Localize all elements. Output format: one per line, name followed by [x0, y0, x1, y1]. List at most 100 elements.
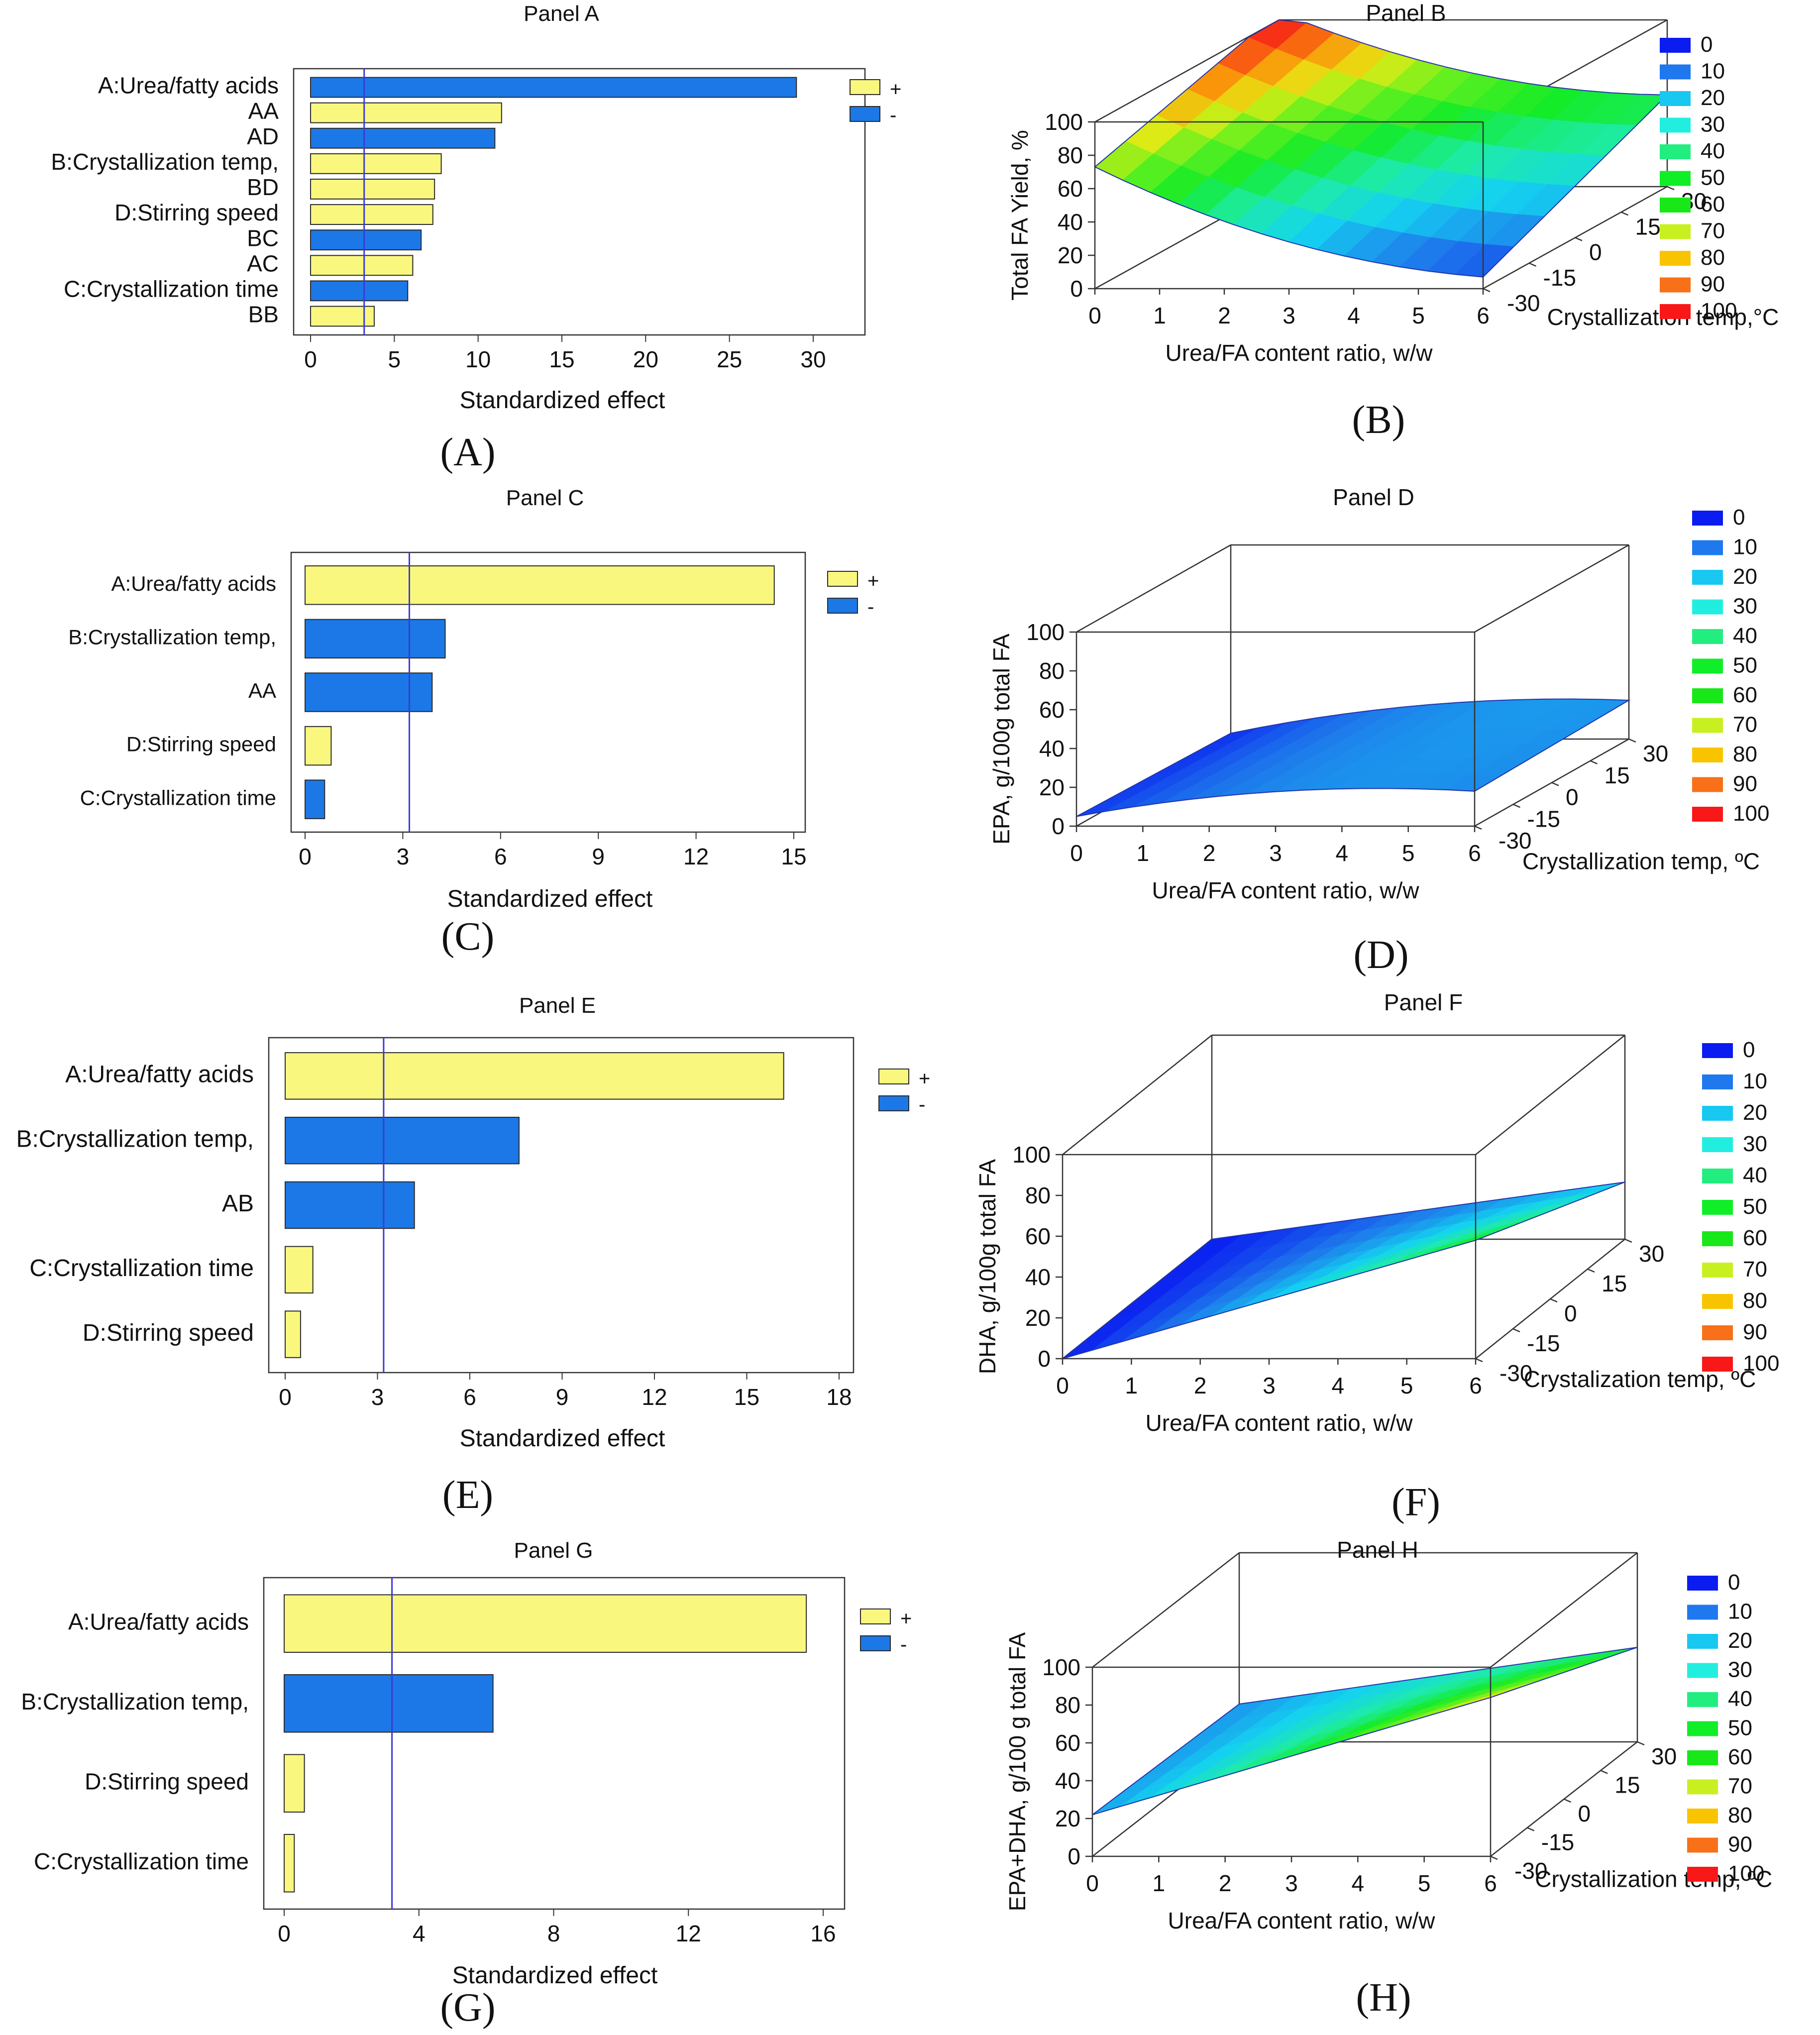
legend-label-negative: -: [900, 1634, 907, 1656]
chart-title: Panel A: [524, 1, 599, 26]
x-tick-label: 6: [1477, 303, 1490, 328]
z-tick-label: 20: [1058, 242, 1083, 268]
bar: [310, 255, 414, 276]
category-label: A:Urea/fatty acids: [65, 1062, 254, 1088]
bar: [305, 565, 775, 605]
x-tick-label: 3: [371, 1384, 384, 1410]
legend: +-: [850, 79, 901, 126]
bar: [285, 1052, 784, 1100]
z-tick-label: 40: [1058, 209, 1083, 235]
y-axis-label: Crystallization temp, ºC: [1522, 848, 1760, 874]
x-axis-label: Standardized effect: [460, 387, 665, 414]
colorbar-swatch: [1692, 718, 1723, 733]
box-edge: [1475, 1035, 1625, 1155]
colorbar-swatch: [1687, 1721, 1718, 1736]
colorbar-label: 70: [1743, 1257, 1767, 1282]
plot-frame: [293, 68, 866, 336]
z-tick-label: 0: [1038, 1346, 1051, 1372]
colorbar-label: 90: [1733, 772, 1757, 796]
colorbar-label: 70: [1701, 219, 1725, 243]
colorbar-label: 80: [1728, 1803, 1752, 1827]
legend: +-: [878, 1068, 930, 1116]
x-tick-label: 4: [1352, 1870, 1365, 1896]
z-tick-label: 100: [1012, 1142, 1051, 1168]
y-tick: [1475, 1358, 1483, 1363]
category-label: B:Crystallization temp,: [68, 625, 276, 648]
colorbar-swatch: [1660, 64, 1691, 80]
colorbar-swatch: [1660, 198, 1691, 213]
bar: [310, 280, 409, 302]
y-tick-label: 30: [1651, 1743, 1677, 1769]
x-tick-label: 18: [826, 1384, 852, 1410]
x-axis-label: Urea/FA content ratio, w/w: [1146, 1410, 1413, 1436]
x-tick-label: 8: [547, 1921, 560, 1946]
plot-frame: [268, 1037, 855, 1374]
colorbar-label: 60: [1743, 1226, 1767, 1250]
bar: [284, 1833, 295, 1893]
colorbar-label: 20: [1733, 564, 1757, 589]
z-tick-label: 40: [1025, 1264, 1051, 1290]
colorbar-label: 90: [1701, 272, 1725, 297]
colorbar-label: 20: [1728, 1628, 1752, 1653]
category-label: B:Crystallization temp,: [21, 1689, 249, 1714]
y-tick: [1667, 186, 1675, 191]
colorbar-label: 30: [1733, 594, 1757, 619]
chart-title: Panel C: [506, 486, 584, 510]
x-tick-label: 2: [1194, 1373, 1207, 1398]
y-tick: [1550, 1298, 1558, 1303]
colorbar-swatch: [1687, 1663, 1718, 1678]
category-label: A:Urea/fatty acids: [68, 1608, 249, 1634]
category-label: B:Crystallization temp,: [51, 149, 279, 175]
y-tick-label: -15: [1527, 806, 1560, 832]
category-label: C:Crystallization time: [29, 1255, 254, 1282]
colorbar-label: 50: [1733, 653, 1757, 678]
colorbar-label: 100: [1728, 1861, 1764, 1886]
colorbar-label: 0: [1733, 505, 1745, 530]
x-tick-label: 5: [1400, 1373, 1413, 1398]
z-tick-label: 60: [1058, 176, 1083, 202]
y-tick-label: -15: [1527, 1330, 1560, 1356]
category-label: C:Crystallization time: [34, 1848, 249, 1874]
category-label: BB: [248, 302, 279, 327]
bar: [285, 1116, 520, 1165]
bar-chart-a: Panel A A:Urea/fatty acidsAAADB:Crystalli…: [51, 1, 901, 474]
legend: +-: [827, 570, 879, 618]
colorbar-swatch: [1687, 1779, 1718, 1795]
legend-swatch-negative: [827, 598, 858, 614]
panel-letter: (F): [1392, 1481, 1440, 1524]
y-tick: [1564, 1798, 1571, 1803]
z-tick-label: 80: [1039, 658, 1065, 684]
x-tick-label: 0: [1056, 1373, 1069, 1398]
category-label: AB: [222, 1190, 254, 1217]
colorbar-label: 70: [1733, 713, 1757, 737]
colorbar-label: 10: [1728, 1600, 1752, 1624]
colorbar-swatch: [1687, 1605, 1718, 1620]
x-tick-label: 6: [1469, 1373, 1482, 1398]
x-tick-label: 2: [1203, 840, 1216, 866]
x-tick-label: 3: [1285, 1870, 1298, 1896]
z-tick-label: 40: [1039, 736, 1065, 761]
bar: [310, 153, 442, 174]
colorbar-label: 60: [1701, 192, 1725, 216]
colorbar-swatch: [1692, 658, 1723, 674]
panel-letter: (H): [1356, 1976, 1411, 2020]
category-label: D:Stirring speed: [114, 200, 279, 225]
bar: [285, 1181, 415, 1229]
colorbar-swatch: [1660, 224, 1691, 239]
x-tick-label: 1: [1125, 1373, 1138, 1398]
chart-title: Panel G: [514, 1538, 593, 1563]
plot-frame: [290, 551, 806, 833]
chart-title: Panel H: [1337, 1537, 1418, 1563]
bar: [305, 779, 325, 819]
x-tick-label: 25: [717, 346, 742, 372]
colorbar-swatch: [1692, 599, 1723, 615]
bar: [284, 1594, 807, 1653]
x-tick-label: 0: [278, 1921, 291, 1946]
x-tick-label: 10: [465, 346, 491, 372]
box-edge: [1092, 1552, 1240, 1668]
y-tick-label: 0: [1589, 239, 1602, 265]
colorbar-swatch: [1702, 1137, 1733, 1152]
x-tick-label: 15: [549, 346, 574, 372]
panel-letter: (B): [1352, 398, 1405, 442]
bar: [285, 1310, 301, 1358]
